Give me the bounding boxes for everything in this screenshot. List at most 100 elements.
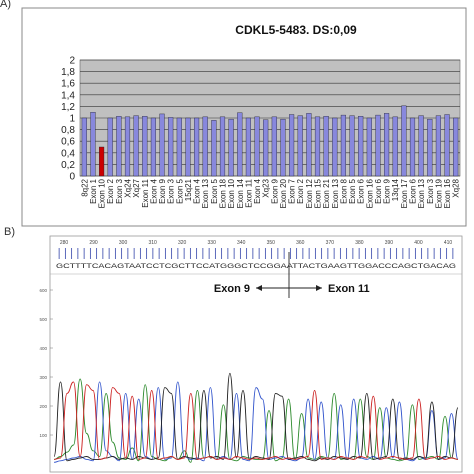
bar (332, 117, 338, 177)
ruler-tick-label: 300 (119, 240, 128, 246)
category-label: Exon 5 (348, 178, 357, 203)
category-label: Exon 12 (305, 178, 314, 208)
category-label: 13q14 (391, 178, 400, 201)
bar (81, 117, 87, 177)
bar (297, 115, 303, 177)
bar (168, 117, 174, 177)
bar (211, 120, 217, 177)
category-label: Exon 16 (443, 178, 452, 208)
bar (90, 111, 96, 177)
category-label: Exon 17 (400, 178, 409, 208)
bar (427, 118, 433, 177)
category-label: Exon 3 (167, 178, 176, 203)
category-label: Exon 9 (270, 178, 279, 203)
category-label: Exon 13 (417, 178, 426, 208)
y-tick-label: 1,6 (61, 79, 75, 90)
category-label: Exon 13 (331, 178, 340, 208)
ruler-tick-label: 360 (296, 240, 305, 246)
category-label: Exon 14 (236, 178, 245, 208)
y-tick-label: 0,4 (61, 148, 75, 159)
bar (349, 115, 355, 177)
bar (453, 117, 459, 177)
category-label: Xq23 (262, 178, 271, 197)
y-ruler-label: 100 (39, 433, 47, 438)
y-ruler-label: 300 (39, 375, 47, 380)
category-label: Exon 20 (279, 178, 288, 208)
category-label: Exon 9 (158, 178, 167, 203)
category-label: 15q21 (184, 178, 193, 201)
y-tick-label: 2 (69, 56, 75, 67)
trace-c (53, 381, 459, 463)
category-label: Exon 6 (409, 178, 418, 203)
y-tick-label: 0,2 (61, 160, 75, 171)
ruler-tick-label: 380 (355, 240, 364, 246)
ruler-tick-label: 410 (444, 240, 453, 246)
trace-g (53, 372, 459, 462)
bar (306, 113, 312, 177)
bar (358, 116, 364, 177)
category-label: Exon 4 (149, 178, 158, 203)
ruler-tick-label: 390 (385, 240, 394, 246)
category-label: Exon 5 (175, 178, 184, 203)
panel-a-label: A) (0, 0, 11, 10)
category-label: Exon 2 (296, 178, 305, 203)
category-label: Exon 11 (244, 178, 253, 207)
bar (409, 117, 416, 177)
ruler-tick-label: 350 (267, 240, 276, 246)
bar (271, 116, 277, 177)
category-label: Exon 21 (322, 178, 331, 208)
arrow-left-icon (256, 285, 262, 291)
bar (133, 115, 139, 177)
category-label: 8q22 (80, 178, 89, 196)
category-label: Xq28 (452, 178, 461, 197)
category-label: Exon 5 (210, 178, 219, 203)
category-label: Exon 11 (141, 178, 150, 207)
y-tick-label: 1,2 (61, 102, 75, 113)
ruler-tick-label: 330 (208, 240, 217, 246)
bar (237, 112, 243, 177)
annotation-left: Exon 9 (214, 283, 250, 295)
bar (401, 105, 407, 177)
ruler-tick-label: 370 (326, 240, 335, 246)
category-label: Exon 6 (357, 178, 366, 203)
bar (444, 114, 450, 177)
arrow-right-icon (316, 285, 322, 291)
bar (384, 113, 390, 177)
y-ruler-label: 400 (39, 346, 47, 351)
category-label: Exon 4 (193, 178, 202, 203)
bar (392, 116, 398, 177)
panel-b-label: B) (4, 226, 15, 238)
y-tick-label: 1,8 (61, 67, 75, 78)
bar (289, 114, 295, 177)
y-tick-label: 0,6 (61, 137, 75, 148)
category-label: Exon 9 (383, 178, 392, 203)
trace-a (53, 378, 459, 463)
category-label: Exon 1 (89, 178, 98, 203)
category-label: Exon 8 (339, 178, 348, 203)
category-label: Exon 10 (98, 178, 107, 208)
ruler-tick-label: 340 (237, 240, 246, 246)
cnv-bar-chart: CDKL5-5483. DS:0,0900,20,40,60,811,21,41… (21, 7, 467, 227)
bar (435, 115, 441, 177)
bar (124, 116, 131, 177)
category-label: Exon 10 (227, 178, 236, 208)
y-tick-label: 0 (69, 172, 75, 183)
y-tick-label: 1,4 (61, 90, 75, 101)
bar (202, 116, 208, 177)
bar (99, 146, 105, 177)
chromatogram-frame (49, 235, 463, 473)
bar (366, 117, 372, 177)
category-label: Exon 13 (201, 178, 210, 208)
bar (245, 117, 251, 177)
category-label: Exon 18 (219, 178, 228, 208)
bar (176, 117, 182, 177)
category-label: Exon 2 (106, 178, 115, 203)
bar (340, 114, 346, 177)
bar (254, 116, 260, 177)
bar (418, 115, 424, 177)
bar (107, 117, 113, 177)
bar (142, 116, 148, 177)
y-ruler-label: 500 (39, 317, 47, 322)
category-label: Exon 4 (253, 178, 262, 203)
bar (280, 118, 286, 177)
